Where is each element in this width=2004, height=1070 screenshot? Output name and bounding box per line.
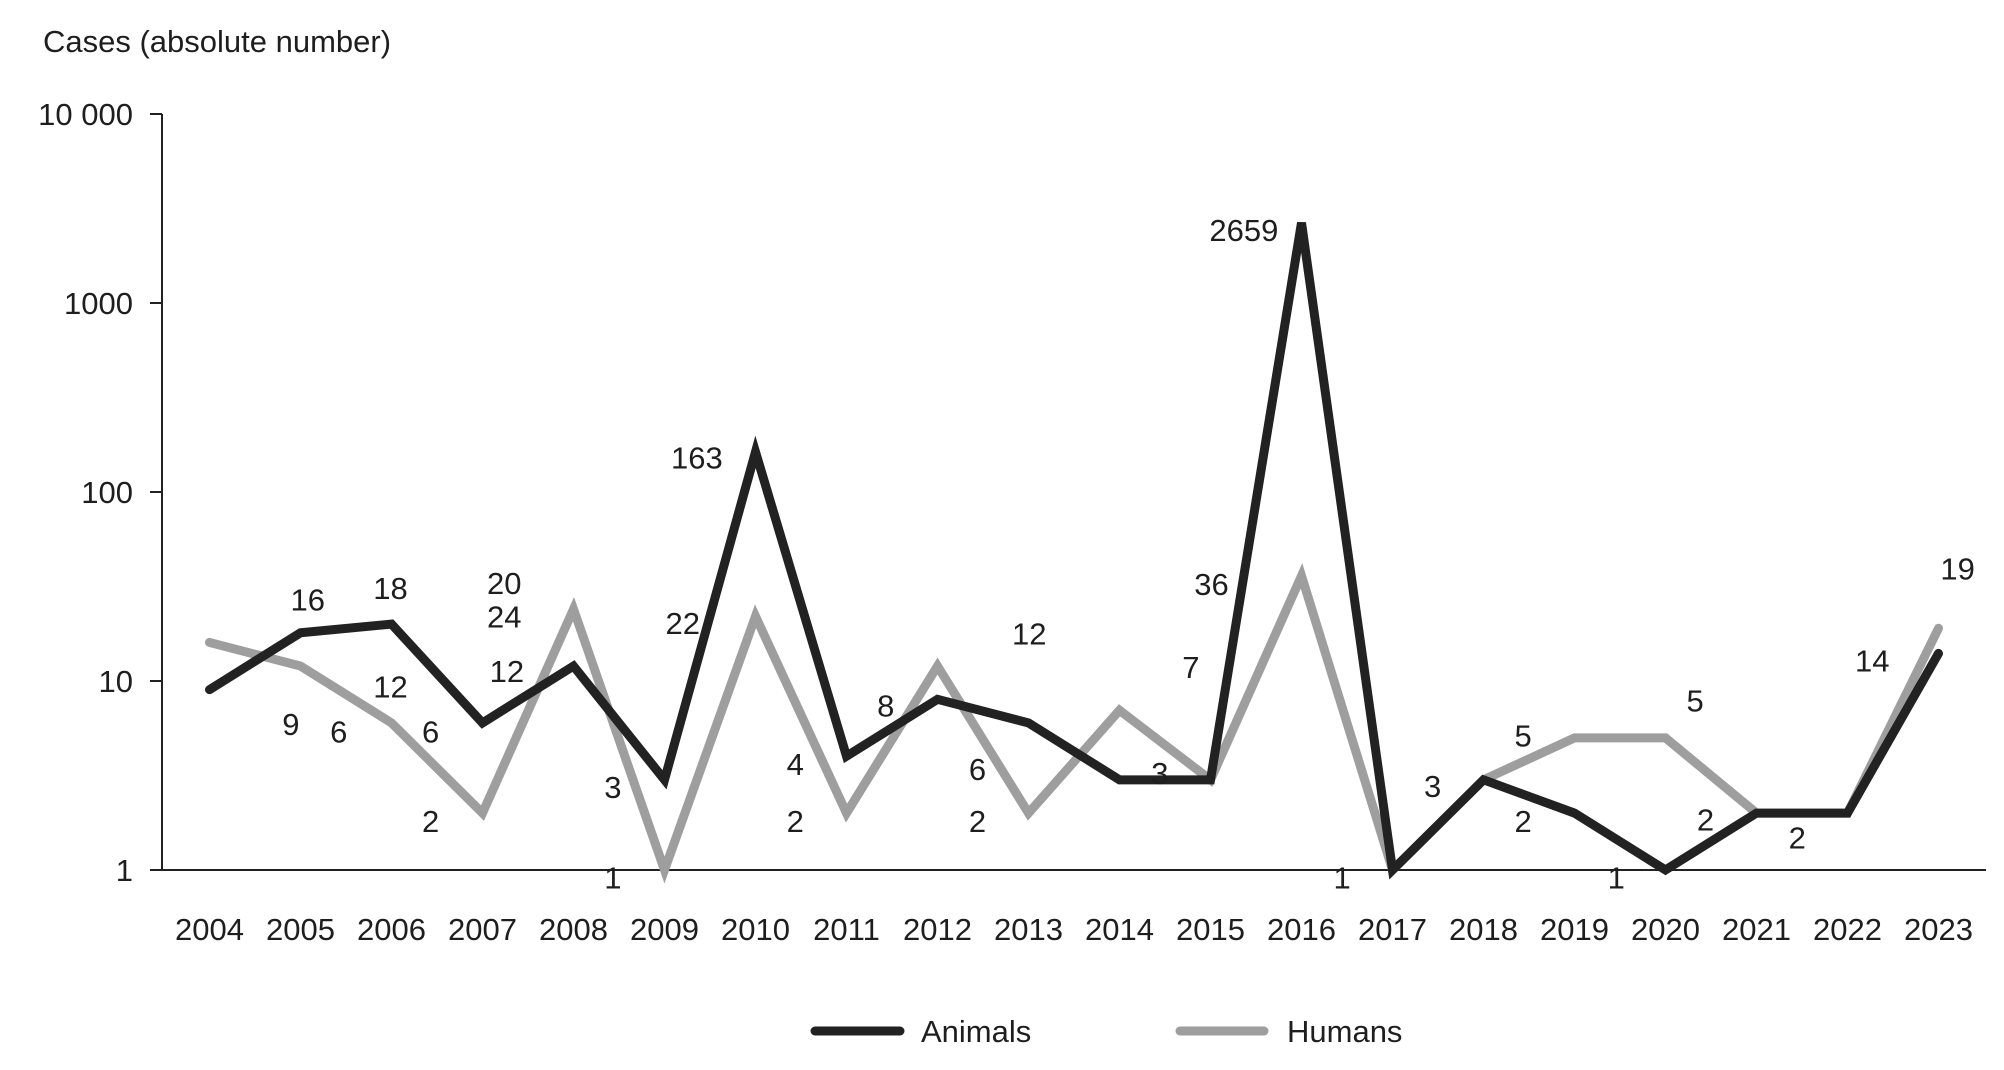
x-tick-label: 2023 — [1904, 912, 1973, 947]
y-tick-label: 1000 — [64, 286, 133, 321]
x-tick-label: 2013 — [994, 912, 1063, 947]
y-tick-label: 1 — [116, 853, 133, 888]
x-tick-label: 2016 — [1267, 912, 1336, 947]
x-tick-label: 2009 — [630, 912, 699, 947]
y-tick-label: 10 — [99, 664, 133, 699]
x-tick-label: 2015 — [1176, 912, 1245, 947]
x-tick-label: 2007 — [448, 912, 517, 947]
x-tick-label: 2006 — [357, 912, 426, 947]
axes: 1 10 100 1000 10 000 2004 2005 2006 2007 2008 2009… — [38, 97, 1986, 947]
x-tick-label: 2021 — [1722, 912, 1791, 947]
data-label: 4 — [787, 747, 804, 782]
data-label: 2 — [1515, 804, 1532, 839]
data-label: 5 — [1515, 718, 1532, 753]
x-tick-label: 2014 — [1085, 912, 1154, 947]
data-label: 2 — [1789, 821, 1806, 856]
data-label: 12 — [490, 654, 524, 689]
data-label: 3 — [1424, 769, 1441, 804]
data-label: 1 — [1608, 861, 1625, 896]
data-label: 2 — [969, 804, 986, 839]
x-tick-label: 2008 — [539, 912, 608, 947]
x-tick-label: 2011 — [813, 912, 880, 947]
data-label: 24 — [487, 599, 521, 634]
data-label: 1 — [1334, 861, 1351, 896]
data-label: 3 — [1151, 756, 1168, 791]
data-label: 8 — [877, 689, 894, 724]
data-label: 6 — [422, 715, 439, 750]
x-tick-label: 2020 — [1631, 912, 1700, 947]
data-label: 9 — [282, 707, 299, 742]
data-label: 12 — [1012, 616, 1046, 651]
data-label: 163 — [671, 440, 723, 475]
data-label: 2 — [422, 804, 439, 839]
x-tick-label: 2005 — [266, 912, 335, 947]
data-label: 20 — [487, 566, 521, 601]
data-label: 5 — [1686, 684, 1703, 719]
data-label: 3 — [604, 770, 621, 805]
series-line-humans — [205, 563, 1943, 884]
x-tick-label: 2012 — [903, 912, 972, 947]
data-label: 22 — [665, 606, 699, 641]
x-tick-label: 2017 — [1358, 912, 1427, 947]
legend-label-animals: Animals — [921, 1014, 1031, 1049]
data-label: 14 — [1855, 643, 1889, 678]
data-label: 7 — [1182, 650, 1199, 685]
x-tick-label: 2022 — [1813, 912, 1882, 947]
x-tick-label: 2018 — [1449, 912, 1518, 947]
data-label: 2 — [787, 804, 804, 839]
data-label: 19 — [1940, 552, 1974, 587]
data-label: 1 — [604, 861, 621, 896]
series-line-animals — [205, 222, 1943, 880]
data-label: 18 — [373, 571, 407, 606]
data-label: 12 — [373, 669, 407, 704]
data-label: 36 — [1194, 567, 1228, 602]
data-label: 2 — [1697, 802, 1714, 837]
data-label: 6 — [969, 752, 986, 787]
data-label: 16 — [290, 583, 324, 618]
legend-label-humans: Humans — [1287, 1014, 1402, 1049]
legend: Animals Humans — [810, 1014, 1402, 1049]
data-label: 2659 — [1209, 213, 1278, 248]
y-axis-label: Cases (absolute number) — [43, 24, 391, 59]
y-tick-label: 10 000 — [38, 97, 133, 132]
series-lines — [205, 222, 1943, 884]
x-tick-label: 2010 — [721, 912, 790, 947]
data-label: 6 — [330, 715, 347, 750]
x-tick-label: 2019 — [1540, 912, 1609, 947]
y-tick-label: 100 — [81, 475, 133, 510]
x-tick-label: 2004 — [175, 912, 244, 947]
